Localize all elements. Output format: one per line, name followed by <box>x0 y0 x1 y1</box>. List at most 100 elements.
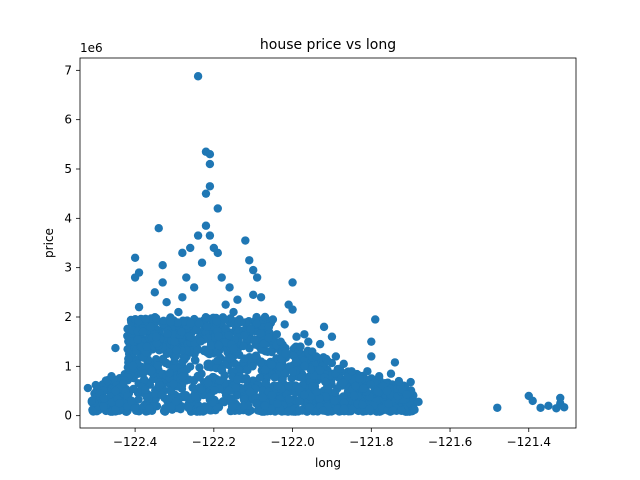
data-point <box>167 402 176 412</box>
data-point <box>189 283 199 292</box>
data-point <box>182 273 191 282</box>
data-point <box>355 374 364 383</box>
y-tick-label: 0 <box>64 409 72 423</box>
data-point <box>231 383 241 392</box>
data-point <box>339 398 349 407</box>
plot-frame <box>79 57 577 429</box>
x-axis-label: long <box>315 456 341 470</box>
data-point <box>259 339 269 349</box>
data-point <box>130 403 139 413</box>
data-point <box>151 332 161 342</box>
x-axis-ticks: −122.4 −122.2 −122.0 −121.8 −121.6 −121.4 <box>113 428 551 449</box>
data-point <box>165 368 174 378</box>
data-point <box>196 337 206 346</box>
data-point <box>204 359 213 368</box>
data-point <box>402 390 411 399</box>
data-point <box>208 372 218 382</box>
data-point <box>153 361 163 370</box>
data-point <box>396 406 406 415</box>
data-point <box>205 150 215 159</box>
data-point <box>224 386 234 395</box>
data-point <box>128 361 138 371</box>
data-point <box>193 231 203 240</box>
data-point <box>163 329 172 339</box>
data-point <box>158 261 167 270</box>
data-point <box>166 317 175 327</box>
data-point <box>296 342 305 351</box>
data-point <box>115 399 124 408</box>
data-point <box>185 375 194 384</box>
data-point <box>330 396 339 405</box>
data-point <box>111 405 120 414</box>
data-point <box>308 382 317 391</box>
data-point <box>213 248 222 258</box>
data-point <box>178 357 187 366</box>
data-point <box>288 278 297 287</box>
data-point <box>159 316 168 326</box>
data-point <box>233 375 242 384</box>
data-point <box>382 386 392 396</box>
data-point <box>147 366 156 376</box>
data-point <box>493 403 502 412</box>
data-point <box>280 368 289 377</box>
data-point <box>221 324 230 334</box>
y-tick-label: 7 <box>64 63 72 77</box>
y-tick-label: 6 <box>64 113 72 127</box>
data-point <box>206 341 216 351</box>
data-point <box>214 331 223 341</box>
data-point <box>256 293 266 302</box>
data-point <box>239 331 249 341</box>
y-tick-label: 4 <box>64 211 72 225</box>
data-point <box>141 314 150 324</box>
data-point <box>210 386 219 395</box>
data-point <box>213 356 222 365</box>
points-layer <box>83 72 569 416</box>
data-point <box>134 316 143 326</box>
data-point <box>145 404 154 413</box>
data-point <box>281 349 290 358</box>
data-point <box>142 392 151 402</box>
data-point <box>178 248 187 258</box>
data-point <box>205 392 215 401</box>
data-point <box>339 404 349 413</box>
data-point <box>83 383 93 393</box>
y-tick-label: 5 <box>64 162 72 176</box>
data-point <box>288 367 298 377</box>
y-tick-label: 2 <box>64 310 72 324</box>
data-point <box>351 381 360 391</box>
data-point <box>406 377 415 387</box>
data-point <box>170 337 179 346</box>
data-point <box>339 359 348 369</box>
data-point <box>160 404 170 413</box>
data-point <box>358 400 367 410</box>
y-tick-label: 3 <box>64 261 72 275</box>
data-point <box>205 231 215 240</box>
data-point <box>217 365 226 374</box>
data-point <box>201 189 211 198</box>
y-axis-label: price <box>42 228 56 258</box>
data-point <box>306 365 315 374</box>
data-point <box>256 329 265 338</box>
data-point <box>142 342 152 351</box>
data-point <box>246 324 255 334</box>
data-point <box>367 352 376 361</box>
data-point <box>394 376 404 386</box>
data-point <box>221 300 230 309</box>
data-point <box>139 369 148 378</box>
data-point <box>169 379 178 389</box>
data-point <box>295 396 304 406</box>
data-point <box>559 403 569 412</box>
data-point <box>390 358 400 367</box>
data-point <box>371 315 380 324</box>
data-point <box>202 322 212 331</box>
data-point <box>528 396 537 406</box>
data-point <box>124 354 133 364</box>
data-point <box>284 381 293 391</box>
data-point <box>414 397 423 407</box>
data-point <box>264 333 273 343</box>
data-point <box>178 293 187 302</box>
data-point <box>270 373 279 382</box>
data-point <box>225 283 234 292</box>
data-point <box>278 374 287 384</box>
data-point <box>146 322 156 332</box>
